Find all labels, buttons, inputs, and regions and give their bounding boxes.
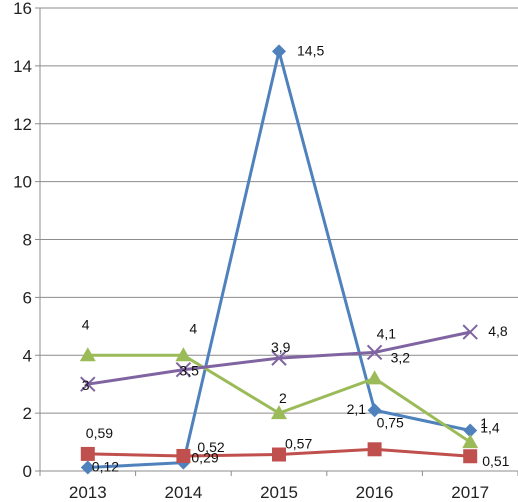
series-2-point bbox=[272, 448, 286, 462]
x-tick-label: 2015 bbox=[260, 483, 298, 502]
series-2-point bbox=[176, 449, 190, 463]
series-4-data-label: 3,9 bbox=[271, 339, 291, 355]
y-tick-label: 4 bbox=[23, 346, 32, 365]
series-4-data-label: 3,5 bbox=[179, 363, 199, 379]
x-tick-label: 2016 bbox=[356, 483, 394, 502]
series-1-data-label: 2,1 bbox=[347, 401, 367, 417]
axes bbox=[35, 8, 518, 476]
series-3-point bbox=[367, 370, 383, 384]
y-tick-label: 2 bbox=[23, 404, 32, 423]
series-2-data-label: 0,51 bbox=[482, 453, 509, 469]
series-2-data-label: 0,57 bbox=[285, 436, 312, 452]
y-tick-label: 8 bbox=[23, 231, 32, 250]
series-4-data-label: 4,8 bbox=[488, 323, 508, 339]
x-tick-label: 2014 bbox=[164, 483, 202, 502]
series-3-data-label: 3,2 bbox=[391, 349, 411, 365]
y-tick-label: 10 bbox=[13, 173, 32, 192]
y-axis-ticks: 0 2 4 6 8 10 12 14 16 bbox=[13, 0, 32, 481]
series-2-data-label: 0,75 bbox=[377, 414, 404, 430]
series-3-data-label: 2 bbox=[279, 390, 287, 406]
y-tick-label: 12 bbox=[13, 115, 32, 134]
y-tick-label: 0 bbox=[23, 462, 32, 481]
series-2-point bbox=[368, 442, 382, 456]
series-4-data-label: 4,1 bbox=[377, 325, 397, 341]
y-tick-label: 14 bbox=[13, 57, 32, 76]
series-2-data-label: 0,59 bbox=[86, 425, 113, 441]
series-1-data-label: 14,5 bbox=[297, 42, 324, 58]
series-1-point bbox=[272, 44, 286, 58]
series-3-data-label: 4 bbox=[189, 320, 197, 336]
series-3-point bbox=[462, 434, 478, 448]
series-2-point bbox=[463, 449, 477, 463]
x-tick-label: 2017 bbox=[451, 483, 489, 502]
series-2-data-label: 0,52 bbox=[197, 439, 224, 455]
series-4-data-label: 3 bbox=[82, 377, 90, 393]
series-1-data-label: 0,12 bbox=[92, 459, 119, 475]
x-axis-ticks: 2013 2014 2015 2016 2017 bbox=[69, 483, 489, 502]
series-3-data-label: 4 bbox=[82, 316, 90, 332]
y-tick-label: 16 bbox=[13, 0, 32, 18]
x-tick-label: 2013 bbox=[69, 483, 107, 502]
y-tick-label: 6 bbox=[23, 288, 32, 307]
series-layer bbox=[80, 44, 478, 474]
series-3-data-label: 1 bbox=[480, 415, 488, 431]
